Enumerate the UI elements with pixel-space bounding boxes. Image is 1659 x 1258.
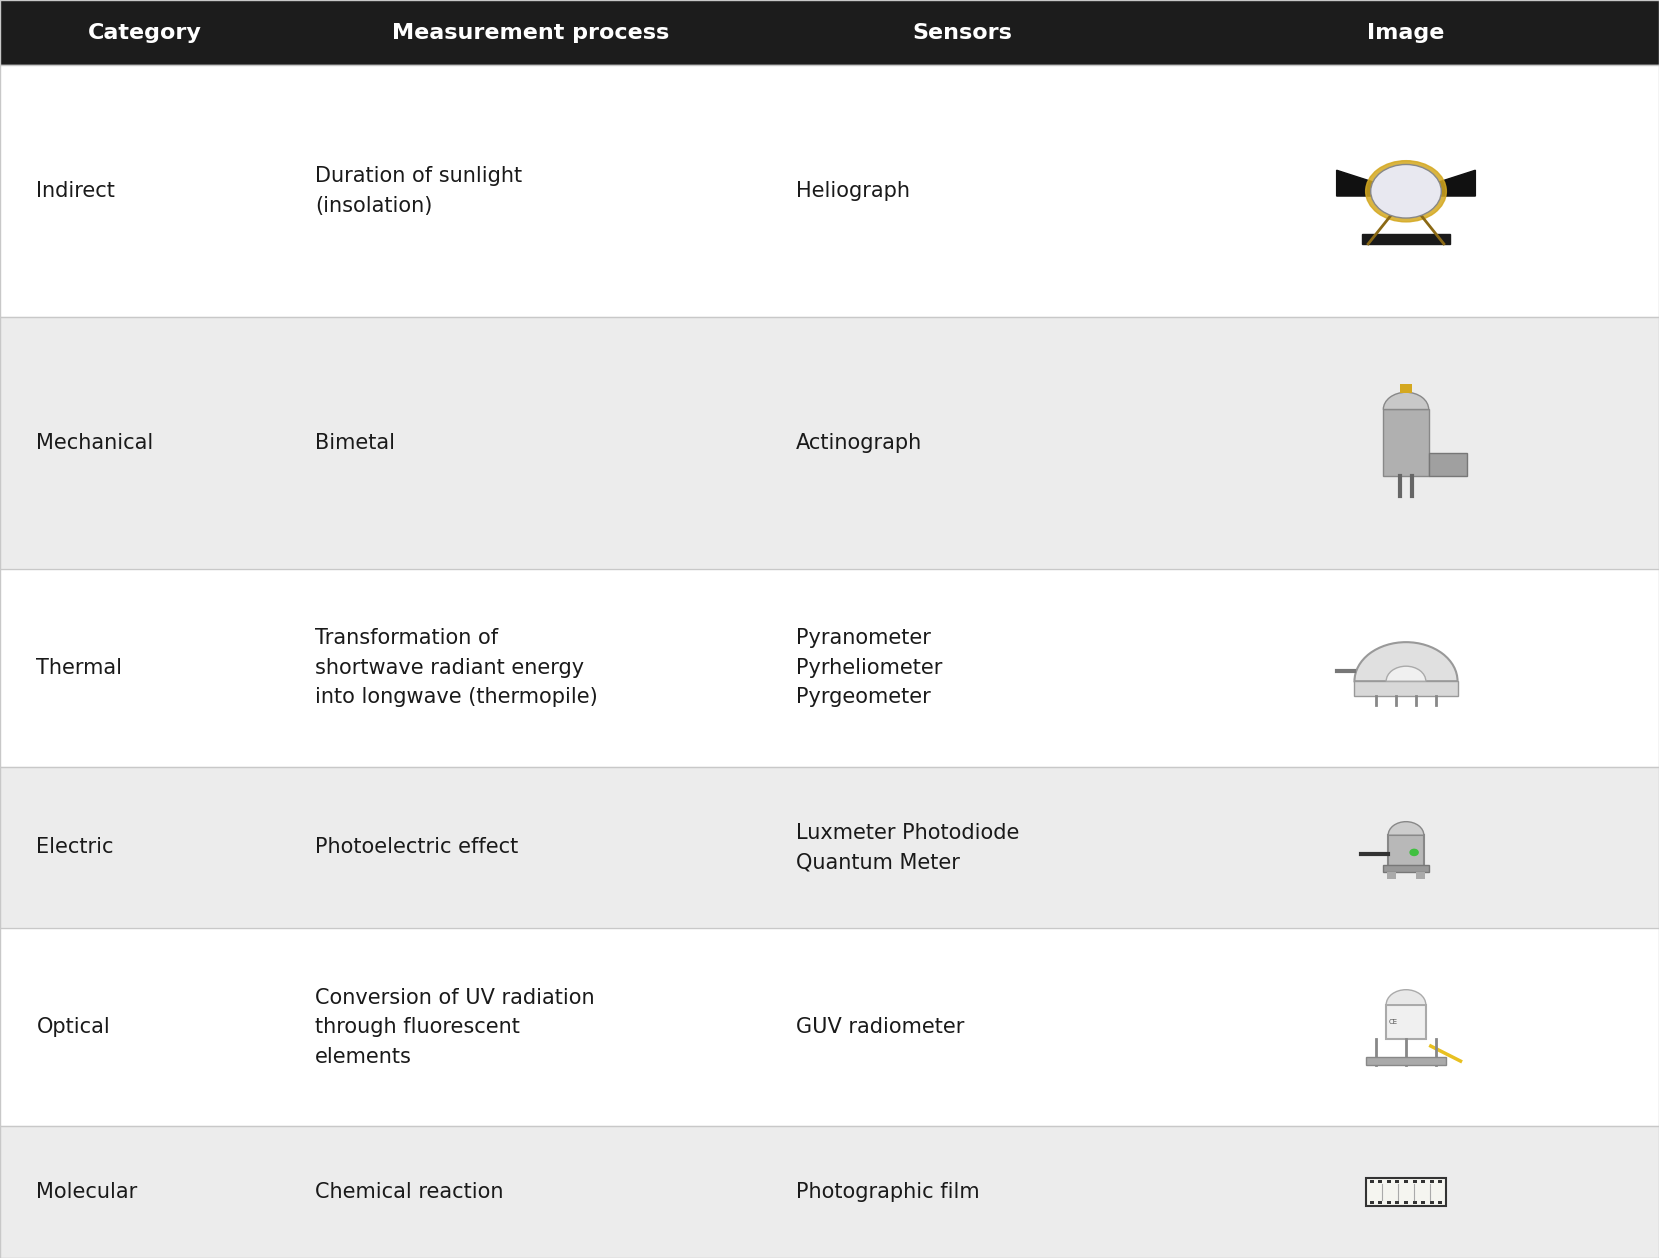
Bar — [1354, 682, 1458, 696]
Bar — [1379, 1201, 1382, 1204]
Bar — [0, 569, 1659, 766]
Text: Photoelectric effect: Photoelectric effect — [315, 838, 519, 858]
Bar — [1370, 1201, 1374, 1204]
Text: Conversion of UV radiation
through fluorescent
elements: Conversion of UV radiation through fluor… — [315, 988, 596, 1067]
Text: Image: Image — [1367, 23, 1445, 43]
Bar — [1395, 1201, 1400, 1204]
Bar — [1404, 1180, 1408, 1183]
Bar — [0, 317, 1659, 569]
Circle shape — [1370, 165, 1442, 218]
Wedge shape — [1387, 990, 1425, 1005]
Bar — [1404, 1201, 1408, 1204]
Bar — [1400, 384, 1412, 394]
Text: Category: Category — [88, 23, 202, 43]
Bar — [1430, 1180, 1433, 1183]
Polygon shape — [1337, 170, 1387, 196]
Text: Thermal: Thermal — [36, 658, 123, 678]
Bar — [1384, 864, 1428, 872]
Bar — [1387, 1005, 1425, 1039]
Bar — [0, 65, 1659, 317]
Text: GUV radiometer: GUV radiometer — [796, 1018, 964, 1038]
Bar — [1412, 1201, 1417, 1204]
Bar — [1367, 1057, 1445, 1064]
Bar — [1438, 1201, 1442, 1204]
Text: Bimetal: Bimetal — [315, 433, 395, 453]
Bar — [1387, 872, 1397, 879]
Bar — [0, 0, 1659, 65]
Bar — [1430, 1201, 1433, 1204]
Bar — [1412, 1180, 1417, 1183]
Circle shape — [1410, 849, 1418, 855]
Text: Optical: Optical — [36, 1018, 109, 1038]
Text: Molecular: Molecular — [36, 1183, 138, 1203]
Text: Mechanical: Mechanical — [36, 433, 154, 453]
Text: Luxmeter Photodiode
Quantum Meter: Luxmeter Photodiode Quantum Meter — [796, 823, 1020, 872]
Text: Electric: Electric — [36, 838, 114, 858]
Bar — [0, 1126, 1659, 1258]
Polygon shape — [1425, 170, 1475, 196]
Bar — [0, 928, 1659, 1126]
Wedge shape — [1389, 821, 1423, 835]
Bar — [1387, 1201, 1390, 1204]
Bar — [1367, 1179, 1445, 1206]
Text: Chemical reaction: Chemical reaction — [315, 1183, 504, 1203]
Text: Measurement process: Measurement process — [392, 23, 670, 43]
Bar — [1428, 453, 1467, 477]
Wedge shape — [1354, 642, 1458, 682]
Text: Heliograph: Heliograph — [796, 181, 911, 201]
Bar — [1384, 410, 1428, 477]
Bar — [1395, 1180, 1400, 1183]
Bar — [1387, 1180, 1390, 1183]
Text: Pyranometer
Pyrheliometer
Pyrgeometer: Pyranometer Pyrheliometer Pyrgeometer — [796, 628, 942, 707]
Text: Actinograph: Actinograph — [796, 433, 922, 453]
Bar — [1362, 234, 1450, 244]
Text: Duration of sunlight
(insolation): Duration of sunlight (insolation) — [315, 166, 523, 216]
Bar — [1422, 1180, 1425, 1183]
Bar — [1422, 1201, 1425, 1204]
Bar — [1415, 872, 1425, 879]
Text: CE: CE — [1389, 1019, 1397, 1024]
Wedge shape — [1384, 392, 1428, 410]
Text: Sensors: Sensors — [912, 23, 1012, 43]
Text: Transformation of
shortwave radiant energy
into longwave (thermopile): Transformation of shortwave radiant ener… — [315, 628, 597, 707]
Bar — [1438, 1180, 1442, 1183]
Bar — [0, 766, 1659, 928]
Bar — [1379, 1180, 1382, 1183]
Bar — [1370, 1180, 1374, 1183]
Wedge shape — [1387, 667, 1425, 682]
Text: Indirect: Indirect — [36, 181, 116, 201]
Bar — [1389, 835, 1423, 866]
Circle shape — [1365, 161, 1447, 221]
Text: Photographic film: Photographic film — [796, 1183, 980, 1203]
